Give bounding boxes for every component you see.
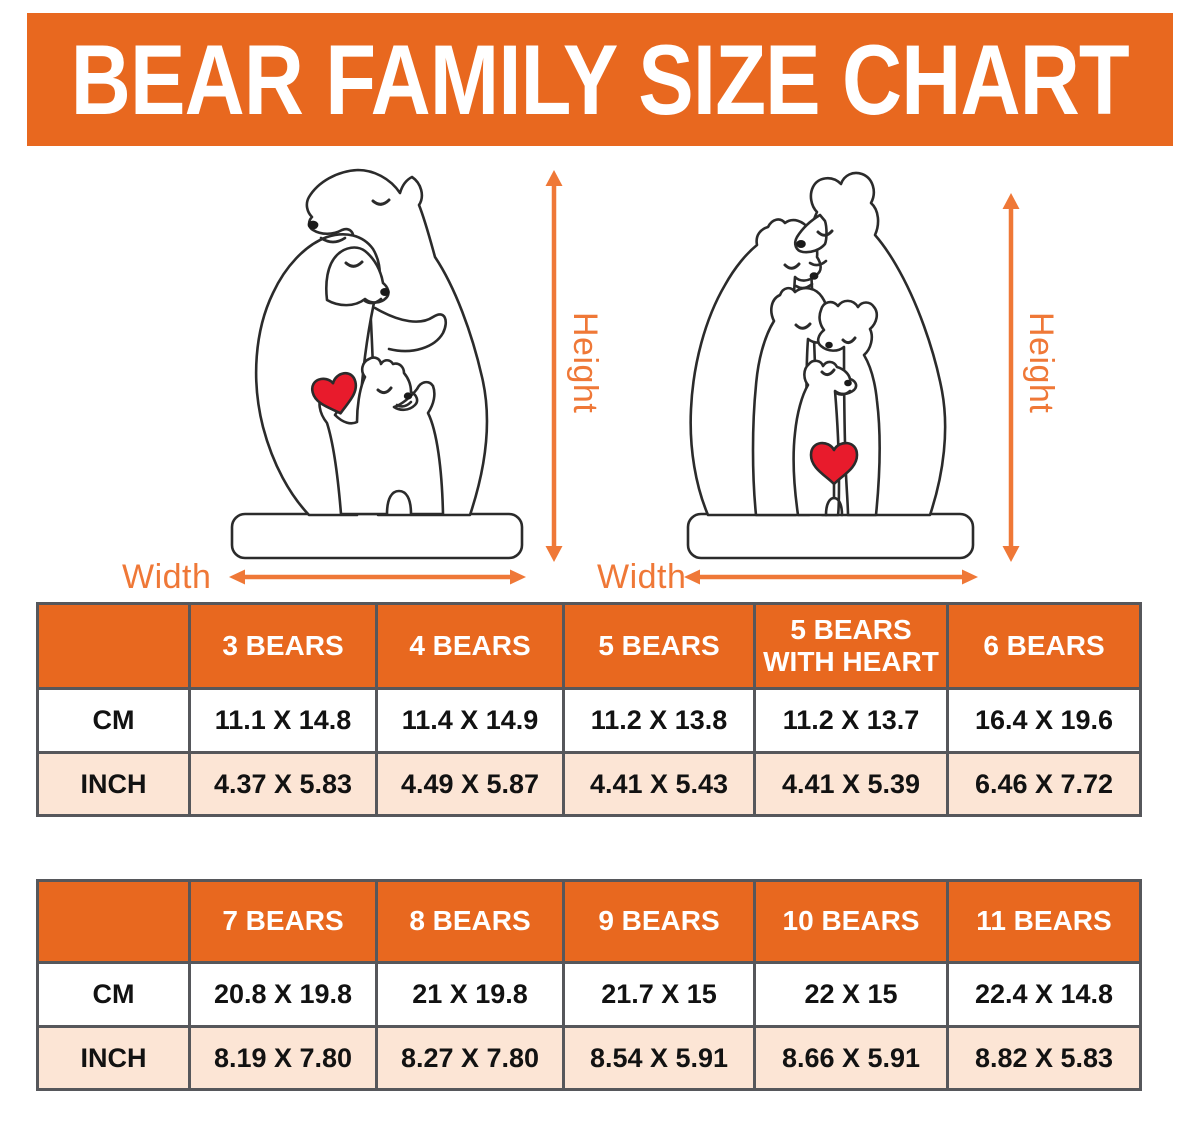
row-label: INCH — [36, 751, 191, 817]
front-cub-smile — [834, 389, 852, 396]
height-label: Height — [1022, 312, 1060, 414]
column-header: 8 BEARS — [375, 879, 565, 964]
title-banner: BEAR FAMILY SIZE CHART — [27, 13, 1173, 146]
bear-family-3-illustration — [230, 168, 524, 560]
size-value: 20.8 X 19.8 — [188, 961, 378, 1028]
mama-smile — [363, 297, 383, 305]
child-bear-right-outline — [816, 299, 881, 517]
column-header: 3 BEARS — [188, 602, 378, 690]
size-value: 21.7 X 15 — [562, 961, 756, 1028]
wooden-base — [230, 512, 524, 560]
mama-bear-head — [325, 246, 390, 307]
heart-icon — [310, 372, 358, 415]
column-header: 4 BEARS — [375, 602, 565, 690]
papa-nose — [796, 240, 806, 248]
width-label: Width — [122, 558, 212, 596]
inch-row: INCH 8.19 X 7.80 8.27 X 7.80 8.54 X 5.91… — [36, 1025, 1142, 1091]
column-header: 5 BEARS — [562, 602, 756, 690]
height-arrow-icon — [545, 170, 563, 562]
front-cub-eye — [820, 368, 836, 377]
cm-row: CM 11.1 X 14.8 11.4 X 14.9 11.2 X 13.8 1… — [36, 687, 1142, 754]
header-row: 3 BEARS 4 BEARS 5 BEARS 5 BEARS WITH HEA… — [36, 602, 1142, 690]
size-value: 8.82 X 5.83 — [946, 1025, 1142, 1091]
page-title: BEAR FAMILY SIZE CHART — [70, 23, 1130, 135]
size-value: 11.2 X 13.8 — [562, 687, 756, 754]
mama-eye — [783, 262, 801, 270]
row-label: CM — [36, 687, 191, 754]
inch-row: INCH 4.37 X 5.83 4.49 X 5.87 4.41 X 5.43… — [36, 751, 1142, 817]
papa-smile — [319, 236, 347, 244]
child-right-eye — [841, 336, 857, 345]
size-value: 16.4 X 19.6 — [946, 687, 1142, 754]
size-value: 6.46 X 7.72 — [946, 751, 1142, 817]
column-header: 6 BEARS — [946, 602, 1142, 690]
child-right-nose — [825, 341, 833, 349]
height-label: Height — [566, 312, 604, 414]
size-value: 11.1 X 14.8 — [188, 687, 378, 754]
header-row: 7 BEARS 8 BEARS 9 BEARS 10 BEARS 11 BEAR… — [36, 879, 1142, 964]
size-value: 8.66 X 5.91 — [753, 1025, 949, 1091]
column-header: 11 BEARS — [946, 879, 1142, 964]
cub-smile — [395, 400, 413, 408]
mama-nose — [380, 288, 390, 296]
size-value: 4.49 X 5.87 — [375, 751, 565, 817]
size-value: 8.54 X 5.91 — [562, 1025, 756, 1091]
papa-eye — [816, 229, 834, 237]
papa-smile — [808, 259, 828, 267]
cub-nose — [403, 392, 413, 400]
child-left-eye — [794, 322, 812, 330]
corner-cell — [36, 602, 191, 690]
papa-eye — [371, 198, 391, 206]
column-header: 7 BEARS — [188, 879, 378, 964]
column-header: 5 BEARS WITH HEART — [753, 602, 949, 690]
bear-family-5-illustration — [686, 171, 975, 560]
heart-icon — [809, 441, 859, 486]
size-value: 4.37 X 5.83 — [188, 751, 378, 817]
size-table-bears-7-to-11: 7 BEARS 8 BEARS 9 BEARS 10 BEARS 11 BEAR… — [36, 879, 1142, 1091]
mama-hug-arm — [373, 306, 447, 353]
size-value: 11.2 X 13.7 — [753, 687, 949, 754]
size-value: 22 X 15 — [753, 961, 949, 1028]
front-cub-outline — [792, 359, 858, 517]
size-value: 8.19 X 7.80 — [188, 1025, 378, 1091]
cm-row: CM 20.8 X 19.8 21 X 19.8 21.7 X 15 22 X … — [36, 961, 1142, 1028]
wooden-base — [686, 512, 975, 560]
width-arrow-icon — [684, 569, 978, 585]
size-value: 22.4 X 14.8 — [946, 961, 1142, 1028]
size-value: 8.27 X 7.80 — [375, 1025, 565, 1091]
cub-eye — [376, 386, 393, 395]
column-header: 10 BEARS — [753, 879, 949, 964]
size-value: 21 X 19.8 — [375, 961, 565, 1028]
height-arrow-icon — [1002, 193, 1020, 562]
width-arrow-icon — [229, 569, 526, 585]
size-value: 4.41 X 5.39 — [753, 751, 949, 817]
column-header: 9 BEARS — [562, 879, 756, 964]
width-label: Width — [597, 558, 687, 596]
papa-nose — [307, 220, 319, 230]
row-label: CM — [36, 961, 191, 1028]
size-value: 11.4 X 14.9 — [375, 687, 565, 754]
size-table-bears-3-to-6: 3 BEARS 4 BEARS 5 BEARS 5 BEARS WITH HEA… — [36, 602, 1142, 817]
front-cub-nose — [844, 379, 852, 387]
mama-nose — [809, 272, 819, 280]
size-value: 4.41 X 5.43 — [562, 751, 756, 817]
corner-cell — [36, 879, 191, 964]
row-label: INCH — [36, 1025, 191, 1091]
mama-eye — [344, 260, 364, 268]
